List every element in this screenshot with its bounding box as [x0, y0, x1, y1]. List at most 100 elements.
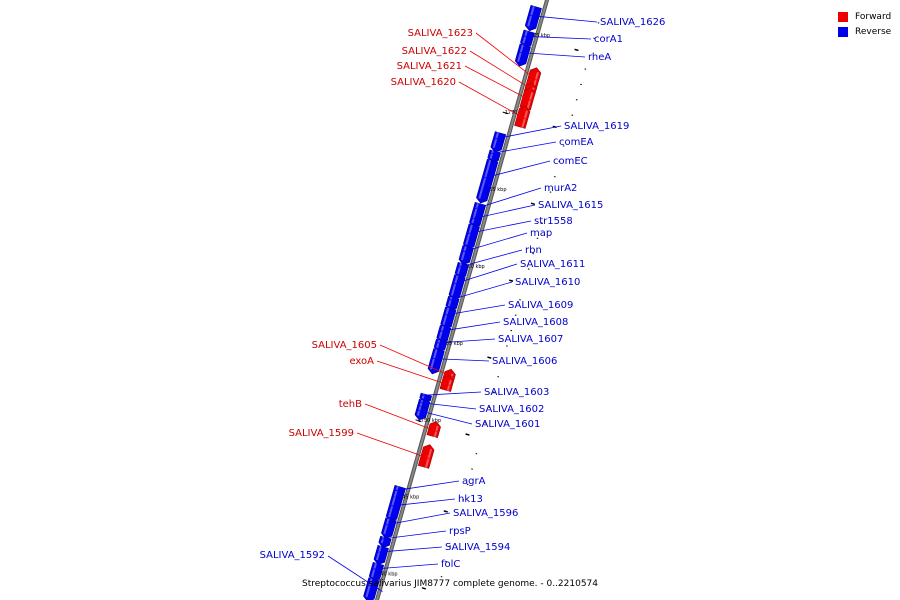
gene-label: SALIVA_1605 — [312, 340, 377, 351]
label-leader — [356, 432, 432, 460]
gene-label: rpsP — [449, 526, 471, 537]
gene-label: str1558 — [534, 216, 573, 227]
gene-highlight — [419, 399, 424, 407]
gene-highlight — [473, 202, 479, 218]
gene-label: agrA — [462, 476, 486, 487]
label-leader — [375, 546, 443, 553]
label-leader — [393, 480, 460, 492]
label-leader — [443, 304, 506, 316]
gene-highlight — [393, 485, 399, 498]
scale-tick — [574, 48, 579, 52]
label-leader — [492, 125, 562, 140]
legend-reverse: Reverse — [838, 24, 891, 39]
gene-highlight — [478, 159, 492, 199]
legend-forward-label: Forward — [855, 11, 892, 22]
kbp-tick-label: 1770 kbp — [505, 110, 529, 116]
kbp-tick-label: 1755 kbp — [439, 341, 463, 347]
gene-label: SALIVA_1603 — [484, 387, 549, 398]
label-leader — [435, 338, 496, 344]
gene-highlight — [471, 216, 476, 224]
gene-label: SALIVA_1602 — [479, 404, 544, 415]
label-leader — [379, 344, 455, 379]
gene-label: SALIVA_1608 — [503, 317, 568, 328]
label-leader — [451, 263, 518, 286]
label-leader — [420, 391, 482, 396]
gene-label: comEA — [559, 137, 594, 148]
gene-label: SALIVA_1607 — [498, 334, 563, 345]
gene-highlight — [522, 30, 528, 44]
kbp-tick-label: 1750 kbp — [418, 418, 442, 424]
gene-highlight — [526, 91, 534, 110]
gene-glyph — [426, 421, 441, 439]
gene-highlight — [489, 150, 494, 159]
gene-label: SALIVA_1606 — [492, 356, 557, 367]
gene-highlight — [456, 262, 462, 275]
gene-highlight — [447, 296, 453, 307]
label-leader — [371, 563, 439, 570]
gene-highlight — [442, 307, 450, 325]
map-caption: Streptococcus salivarius JIM8777 complet… — [302, 579, 598, 589]
legend-forward: Forward — [838, 9, 891, 24]
gene-glyph — [363, 577, 380, 600]
legend-reverse-label: Reverse — [855, 26, 892, 37]
scale-tick — [421, 587, 427, 590]
gene-glyph — [417, 444, 435, 469]
gene-label: exoA — [349, 356, 374, 367]
gene-label: SALIVA_1610 — [515, 277, 580, 288]
gene-highlight — [492, 132, 500, 149]
gene-label: rbn — [525, 245, 542, 256]
gene-label: SALIVA_1601 — [475, 419, 540, 430]
legend-forward-swatch — [838, 11, 848, 22]
scale-tick — [487, 356, 492, 359]
gene-label: SALIVA_1596 — [453, 508, 518, 519]
gene-label: tehB — [339, 399, 362, 410]
legend-reverse-swatch — [838, 26, 848, 37]
gene-label: SALIVA_1599 — [289, 428, 354, 439]
label-leader — [470, 204, 536, 220]
gene-label: SALIVA_1619 — [564, 121, 629, 132]
label-leader — [528, 15, 598, 23]
gene-label: SALIVA_1609 — [508, 300, 573, 311]
label-leader — [327, 555, 383, 592]
gene-label: map — [530, 228, 552, 239]
kbp-tick — [415, 419, 422, 422]
gene-label: SALIVA_1623 — [408, 28, 473, 39]
gene-highlight — [371, 562, 377, 578]
label-leader — [458, 81, 528, 121]
gene-highlight — [436, 339, 441, 349]
gene-highlight — [383, 518, 390, 535]
label-leader — [418, 401, 477, 410]
label-leader — [388, 498, 456, 507]
label-leader — [488, 141, 557, 155]
gene-label: folC — [441, 559, 460, 570]
gene-highlight — [388, 496, 396, 518]
legend: Forward Reverse — [838, 9, 891, 39]
label-leader — [517, 51, 586, 58]
gene-highlight — [365, 578, 373, 598]
gene-highlight — [450, 275, 459, 296]
gene-label: SALIVA_1621 — [397, 61, 462, 72]
label-leader — [522, 35, 592, 40]
scale-tick — [530, 202, 536, 206]
kbp-tick-label: 1775 kbp — [527, 33, 551, 39]
gene-highlight — [465, 224, 473, 245]
gene-highlight — [375, 545, 382, 561]
scale-tick — [465, 433, 470, 436]
label-leader — [447, 281, 513, 302]
gene-highlight — [527, 5, 535, 27]
gene-label: SALIVA_1611 — [520, 259, 585, 270]
gene-highlight — [438, 325, 445, 339]
gene-label: comEC — [553, 156, 588, 167]
label-leader — [438, 321, 501, 332]
label-leader — [376, 360, 453, 387]
label-leader — [475, 32, 539, 82]
label-leader — [466, 220, 532, 235]
label-leader — [430, 358, 490, 362]
gene-label: SALIVA_1626 — [600, 17, 665, 28]
label-leader — [460, 232, 528, 253]
gene-label: SALIVA_1594 — [445, 542, 510, 553]
kbp-tick-label: 1740 kbp — [374, 572, 398, 578]
gene-highlight — [429, 349, 438, 370]
gene-label: SALIVA_1615 — [538, 200, 603, 211]
